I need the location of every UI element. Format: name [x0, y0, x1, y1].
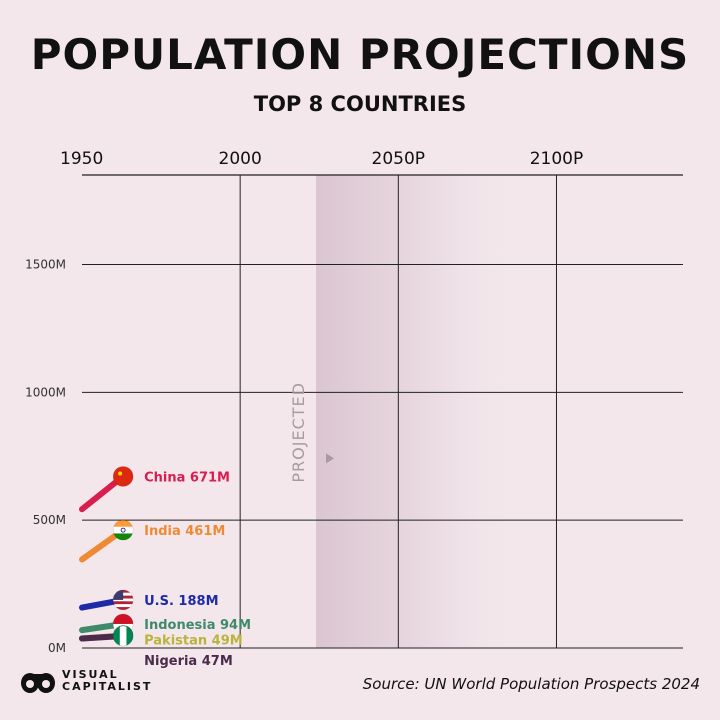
series-end-label: Indonesia 94M — [144, 618, 251, 633]
logo-text-line1: VISUAL — [62, 668, 119, 681]
chart-subtitle: TOP 8 COUNTRIES — [253, 92, 467, 116]
projected-label: PROJECTED — [289, 382, 308, 483]
series-end-label: India 461M — [144, 524, 225, 539]
series-end-label: Nigeria 47M — [144, 654, 233, 669]
series-nigeria: Nigeria 47M — [79, 625, 233, 669]
y-tick-label: 0M — [48, 641, 66, 655]
series-china: China 671M — [79, 466, 230, 513]
y-tick-label: 500M — [33, 513, 66, 527]
series-indonesia: Indonesia 94M — [79, 613, 251, 635]
binoculars-logo-icon — [21, 673, 55, 693]
projected-arrow-icon — [326, 453, 335, 464]
y-tick-label: 1000M — [25, 385, 66, 399]
series-india: India 461M — [79, 519, 225, 563]
visual-capitalist-logo: VISUAL CAPITALIST — [20, 664, 152, 698]
us-flag-icon — [113, 589, 134, 610]
series-end-label: Pakistan 49M — [144, 633, 243, 648]
x-tick-label: 2100P — [530, 149, 584, 169]
y-tick-label: 1500M — [25, 257, 66, 271]
logo-text-line2: CAPITALIST — [62, 680, 153, 693]
series-end-label: China 671M — [144, 470, 230, 485]
x-tick-label: 1950 — [60, 149, 103, 169]
india-flag-icon — [113, 520, 134, 541]
series-u-s: U.S. 188M — [79, 589, 219, 611]
source-note: Source: UN World Population Prospects 20… — [362, 675, 700, 693]
chart-title: POPULATION PROJECTIONS — [30, 30, 690, 79]
projected-band — [316, 175, 525, 648]
x-tick-label: 2050P — [372, 149, 426, 169]
series-end-label: U.S. 188M — [144, 594, 218, 609]
nigeria-flag-icon — [113, 625, 134, 646]
x-tick-label: 2000 — [219, 149, 262, 169]
china-flag-icon — [113, 466, 134, 487]
